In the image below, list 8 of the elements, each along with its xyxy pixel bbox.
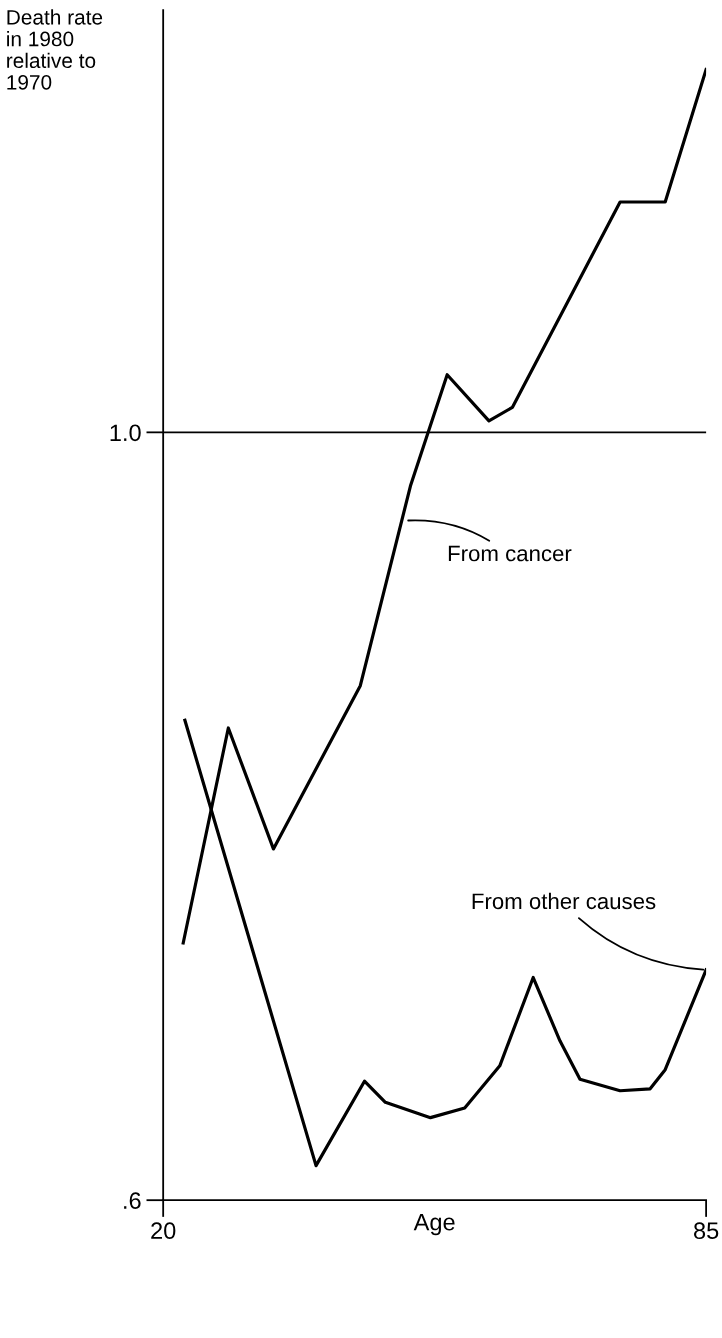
y-tick-label: 1.0 <box>110 424 141 442</box>
y-tick-label: .6 <box>124 1192 141 1209</box>
y-axis-title: Death rate in 1980 relative to 1970 <box>7 9 103 90</box>
annotation: From cancer <box>448 545 572 562</box>
annotation: From other causes <box>472 892 656 910</box>
x-axis-title: Age <box>413 1214 455 1236</box>
x-tick-label: 20 <box>151 1222 176 1240</box>
x-tick-label: 85 <box>694 1222 719 1240</box>
